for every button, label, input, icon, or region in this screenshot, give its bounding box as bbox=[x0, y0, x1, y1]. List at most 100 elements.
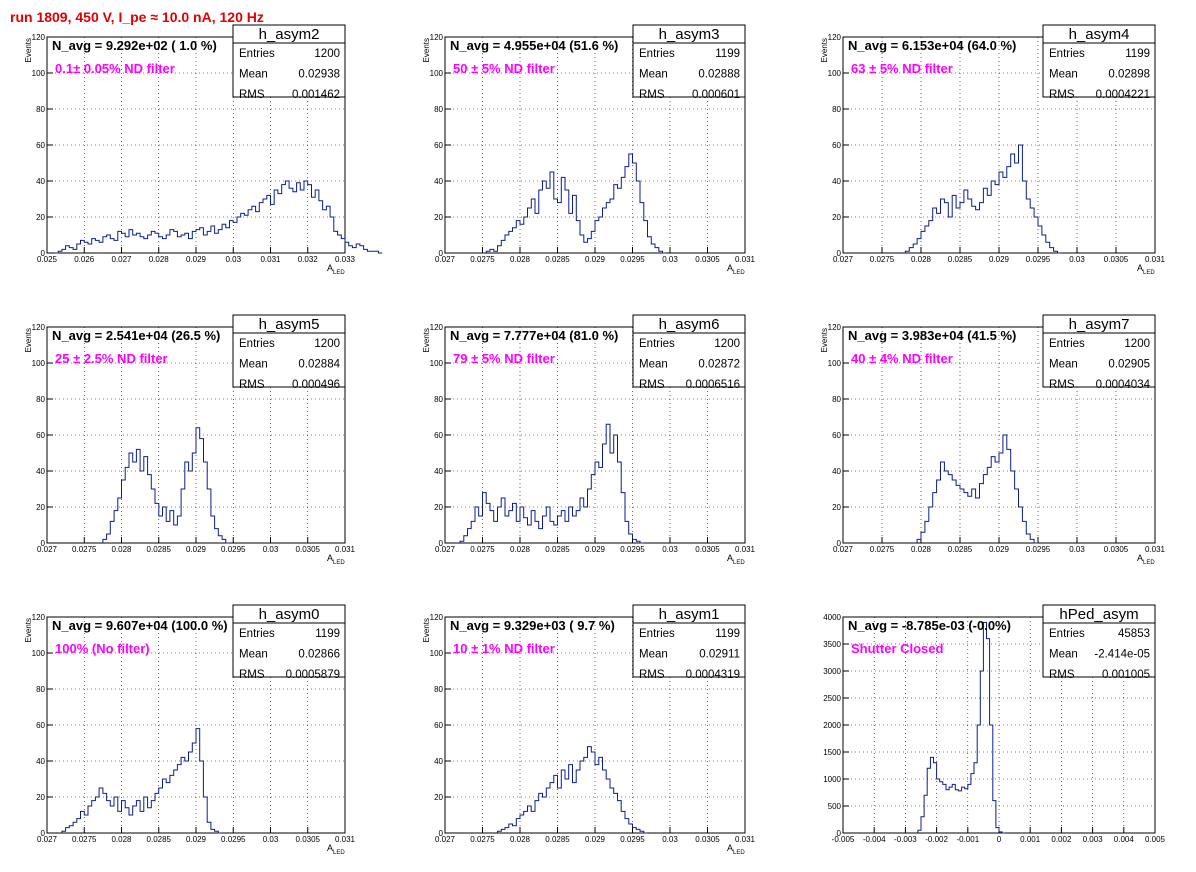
navg-label: N_avg = 4.955e+04 (51.6 %) bbox=[450, 38, 618, 53]
y-tick-label: 40 bbox=[832, 467, 841, 476]
stats-value: 0.0006516 bbox=[686, 379, 740, 391]
x-tick-label: 0.028 bbox=[111, 545, 132, 554]
stats-label: Entries bbox=[1049, 338, 1085, 350]
y-tick-label: 0 bbox=[439, 539, 444, 548]
stats-box-title: h_asym1 bbox=[659, 606, 720, 623]
x-axis-label: A bbox=[327, 553, 333, 563]
stats-label: RMS bbox=[639, 89, 665, 101]
stats-label: Entries bbox=[239, 338, 275, 350]
x-tick-label: 0.004 bbox=[1114, 835, 1135, 844]
y-axis-label: Events bbox=[422, 618, 431, 642]
y-tick-label: 1500 bbox=[823, 748, 841, 757]
y-axis-label: Events bbox=[422, 38, 431, 62]
y-tick-label: 20 bbox=[36, 503, 45, 512]
filter-annotation: 63 ± 5% ND filter bbox=[851, 61, 953, 76]
y-tick-label: 80 bbox=[434, 395, 443, 404]
x-tick-label: 0.028 bbox=[149, 255, 170, 264]
stats-value: 0.000601 bbox=[692, 89, 740, 101]
stats-label: Mean bbox=[1049, 649, 1078, 661]
stats-label: Mean bbox=[239, 649, 268, 661]
y-tick-label: 0 bbox=[439, 829, 444, 838]
y-tick-label: 60 bbox=[36, 431, 45, 440]
y-axis-label: Events bbox=[820, 328, 829, 352]
x-tick-label: 0.0305 bbox=[695, 835, 720, 844]
x-tick-label: 0.027 bbox=[435, 255, 456, 264]
x-tick-label: 0.0275 bbox=[470, 255, 495, 264]
y-axis-label: Events bbox=[820, 38, 829, 62]
y-tick-label: 100 bbox=[430, 359, 444, 368]
y-tick-label: 0 bbox=[41, 829, 46, 838]
panel-h_asym4: 0.027 0.0275 0.028 0.0285 0.029 0.0295 0.03 0.0… bbox=[820, 24, 1166, 276]
x-tick-label: 0.027 bbox=[435, 835, 456, 844]
x-tick-label: 0.0285 bbox=[545, 835, 570, 844]
stats-value: 0.001462 bbox=[292, 89, 340, 101]
stats-value: 1199 bbox=[715, 628, 740, 640]
stats-value: 1200 bbox=[1124, 338, 1150, 350]
x-tick-label: 0.028 bbox=[911, 545, 932, 554]
x-tick-label: 0.002 bbox=[1051, 835, 1072, 844]
x-tick-label: -0.003 bbox=[894, 835, 917, 844]
stats-label: Mean bbox=[1049, 359, 1078, 371]
stats-box-title: h_asym4 bbox=[1069, 26, 1130, 43]
y-axis-label: Events bbox=[24, 618, 33, 642]
stats-label: Mean bbox=[639, 69, 668, 81]
x-tick-label: 0.031 bbox=[735, 835, 756, 844]
stats-label: Mean bbox=[639, 359, 668, 371]
y-tick-label: 20 bbox=[434, 503, 443, 512]
panel-h_asym7: 0.027 0.0275 0.028 0.0285 0.029 0.0295 0.03 0.0… bbox=[820, 314, 1166, 566]
y-tick-label: 0 bbox=[837, 829, 842, 838]
stats-box bbox=[1042, 314, 1156, 388]
x-axis-label: A bbox=[727, 843, 733, 853]
x-axis-label-subscript: LED bbox=[1143, 270, 1155, 276]
filter-annotation: 0.1± 0.05% ND filter bbox=[55, 61, 175, 76]
filter-annotation: 79 ± 5% ND filter bbox=[453, 351, 555, 366]
stats-label: Entries bbox=[639, 48, 675, 60]
x-tick-label: 0.028 bbox=[111, 835, 132, 844]
panel-h_asym2: 0.025 0.026 0.027 0.028 0.029 0.03 0.031 0.032 0… bbox=[24, 24, 383, 276]
x-tick-label: 0.0275 bbox=[470, 545, 495, 554]
y-tick-label: 80 bbox=[434, 685, 443, 694]
stats-box bbox=[232, 314, 346, 388]
y-tick-label: 40 bbox=[36, 757, 45, 766]
x-tick-label: 0.025 bbox=[37, 255, 58, 264]
stats-label: Mean bbox=[1049, 69, 1078, 81]
y-tick-label: 120 bbox=[828, 33, 842, 42]
filter-annotation: 10 ± 1% ND filter bbox=[453, 641, 555, 656]
y-tick-label: 3000 bbox=[823, 667, 841, 676]
stats-label: RMS bbox=[1049, 89, 1075, 101]
x-axis-label: A bbox=[727, 263, 733, 273]
x-tick-label: 0.027 bbox=[111, 255, 132, 264]
x-tick-label: 0.027 bbox=[435, 545, 456, 554]
y-axis-label: Events bbox=[24, 328, 33, 352]
x-tick-label: 0.027 bbox=[833, 255, 854, 264]
navg-label: N_avg = -8.785e-03 (-0.0%) bbox=[848, 618, 1011, 633]
panel-h_asym1: 0.027 0.0275 0.028 0.0285 0.029 0.0295 0.03 0.0… bbox=[422, 604, 756, 856]
stats-label: RMS bbox=[1049, 379, 1075, 391]
x-tick-label: 0.0285 bbox=[545, 255, 570, 264]
y-tick-label: 0 bbox=[837, 539, 842, 548]
x-tick-label: 0.0305 bbox=[296, 835, 321, 844]
x-tick-label: -0.001 bbox=[956, 835, 979, 844]
x-tick-label: 0.003 bbox=[1083, 835, 1104, 844]
stats-label: Mean bbox=[239, 359, 268, 371]
panel-h_asym3: 0.027 0.0275 0.028 0.0285 0.029 0.0295 0.03 0.0… bbox=[422, 24, 756, 276]
y-tick-label: 120 bbox=[430, 613, 444, 622]
stats-value: 1200 bbox=[314, 48, 340, 60]
histogram-h_asym0 bbox=[61, 728, 223, 834]
x-tick-label: 0.028 bbox=[510, 835, 531, 844]
y-tick-label: 120 bbox=[430, 323, 444, 332]
panel-hPed_asym: -0.005 -0.004 -0.003 -0.002 -0.001 0 0.001 0.00… bbox=[823, 604, 1166, 844]
stats-label: Entries bbox=[1049, 628, 1085, 640]
x-tick-label: -0.005 bbox=[832, 835, 855, 844]
x-tick-label: 0.0295 bbox=[1026, 545, 1051, 554]
histogram-h_asym2 bbox=[54, 180, 383, 254]
x-tick-label: 0.029 bbox=[989, 545, 1010, 554]
stats-value: 0.02938 bbox=[298, 69, 340, 81]
y-tick-label: 500 bbox=[828, 802, 842, 811]
stats-value: 0.02884 bbox=[298, 359, 340, 371]
x-tick-label: 0.0295 bbox=[221, 835, 246, 844]
histogram-h_asym7 bbox=[916, 434, 1038, 544]
x-tick-label: 0.032 bbox=[298, 255, 319, 264]
x-tick-label: 0.0295 bbox=[1026, 255, 1051, 264]
histogram-h_asym6 bbox=[459, 423, 644, 544]
